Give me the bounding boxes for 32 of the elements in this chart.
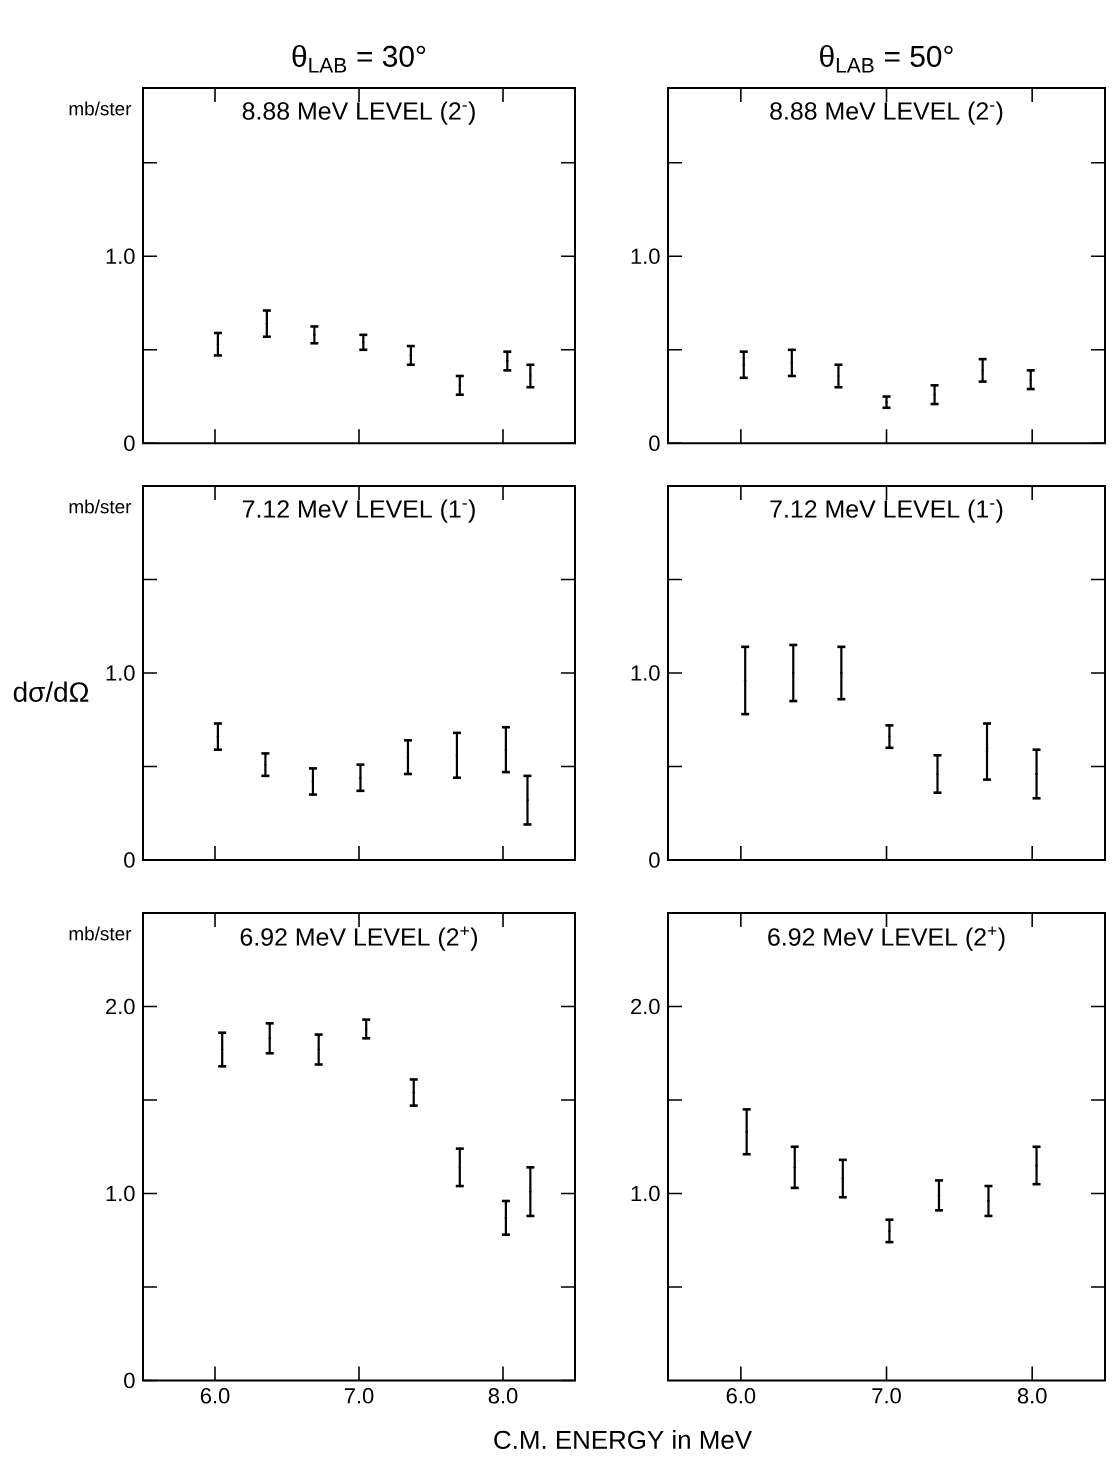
text: 8.88 MeV LEVEL (2$^{-}$) [770,101,1003,125]
text: 6.92 MeV LEVEL (2$^{+}$) [768,926,1005,951]
y-tick-label: 1.0 [631,248,660,265]
x-tick-label: 8.0 [1017,1388,1047,1404]
y-axis-title: mb/ster [69,926,132,941]
x-axis-title: C.M. ENERGY in MeV [494,1430,752,1450]
text: 7.12 MeV LEVEL (1$^{-}$) [770,499,1003,523]
y-tick-label: 1.0 [106,248,135,265]
chart-subtitle: θ$_{LAB}$ = 50° [820,44,953,73]
y-tick-label: 2.0 [106,998,135,1015]
y-tick-label: 0 [124,435,135,452]
x-tick-label: 6.0 [726,1388,756,1404]
y-tick-label: 1.0 [631,665,660,681]
y-tick-label: 0 [124,852,135,868]
y-tick-label: 0 [124,1372,135,1389]
y-tick-label: 1.0 [106,1185,135,1202]
text: dσ/dΩ [13,681,89,702]
text: 7.12 MeV LEVEL (1$^{-}$) [242,499,475,523]
x-tick-label: 6.0 [200,1388,230,1404]
chart-subtitle: θ$_{LAB}$ = 30° [292,44,426,73]
y-tick-label: 0 [649,435,660,452]
text: 8.88 MeV LEVEL (2$^{-}$) [242,101,475,125]
x-tick-label: 8.0 [488,1388,518,1404]
y-axis-title: mb/ster [69,101,132,116]
y-axis-title: mb/ster [69,499,132,514]
x-tick-label: 7.0 [872,1388,901,1404]
y-tick-label: 1.0 [631,1185,660,1202]
text: 6.92 MeV LEVEL (2$^{+}$) [240,926,478,951]
y-tick-label: 0 [649,852,660,868]
y-tick-label: 1.0 [106,665,135,681]
y-tick-label: 2.0 [631,998,660,1015]
x-tick-label: 7.0 [344,1388,374,1404]
